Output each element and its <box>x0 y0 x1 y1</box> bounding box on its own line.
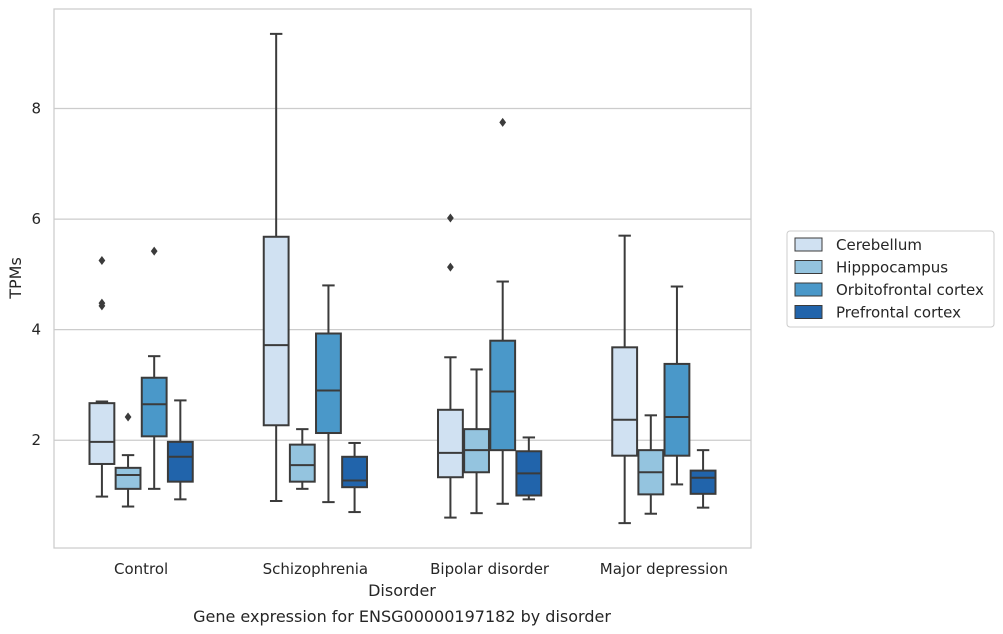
legend-label: Hipppocampus <box>836 259 948 277</box>
plot-frame <box>53 8 752 549</box>
iqr-box <box>140 376 168 438</box>
box-prefrontal-cortex <box>341 441 368 514</box>
legend-swatch <box>794 237 823 252</box>
iqr-box <box>341 455 368 489</box>
box-layer <box>88 32 717 525</box>
chart-caption: Gene expression for ENSG00000197182 by d… <box>193 607 611 626</box>
legend-swatch <box>794 282 823 297</box>
iqr-box <box>166 440 194 483</box>
legend-label: Cerebellum <box>836 236 922 254</box>
iqr-box <box>315 332 342 435</box>
outlier-point <box>447 213 454 223</box>
box-cerebellum <box>262 32 290 503</box>
box-orbitofrontal-cortex <box>140 246 168 490</box>
y-tick-label: 8 <box>31 100 41 118</box>
legend-frame <box>786 230 995 328</box>
y-tick-labels: 2 4 6 8 <box>31 100 41 450</box>
box-orbitofrontal-cortex <box>663 285 691 486</box>
y-axis-title: TPMs <box>6 257 25 300</box>
outlier-point <box>447 262 454 272</box>
x-tick-label: Bipolar disorder <box>430 560 550 578</box>
iqr-box <box>88 402 116 465</box>
x-tick-label: Control <box>114 560 168 578</box>
legend-label: Prefrontal cortex <box>836 304 961 322</box>
legend: Cerebellum Hipppocampus Orbitofrontal cort… <box>786 230 995 328</box>
box-orbitofrontal-cortex <box>315 284 342 504</box>
iqr-box <box>288 443 316 483</box>
y-tick-label: 6 <box>31 210 41 228</box>
outlier-point <box>150 246 158 256</box>
box-cerebellum <box>611 234 639 525</box>
outlier-point <box>98 298 106 308</box>
y-tick-label: 4 <box>31 321 41 339</box>
x-axis-title: Disorder <box>368 581 436 600</box>
y-tick-label: 2 <box>31 431 41 449</box>
iqr-box <box>437 408 464 479</box>
iqr-box <box>663 362 691 457</box>
iqr-box <box>689 469 717 495</box>
iqr-box <box>611 346 639 457</box>
box-cerebellum <box>88 256 116 498</box>
x-tick-labels: Control Schizophrenia Bipolar disorder Majo… <box>114 560 728 578</box>
outlier-point <box>98 256 106 266</box>
x-tick-label: Major depression <box>600 560 728 578</box>
iqr-box <box>489 339 517 452</box>
box-hipppocampus <box>463 368 490 515</box>
box-hipppocampus <box>114 412 142 508</box>
outlier-point <box>124 412 132 422</box>
legend-label: Orbitofrontal cortex <box>836 281 984 299</box>
iqr-box <box>114 466 142 490</box>
box-cerebellum <box>437 213 464 519</box>
box-prefrontal-cortex <box>166 399 194 501</box>
box-prefrontal-cortex <box>515 436 543 501</box>
legend-swatch <box>794 260 823 274</box>
iqr-box <box>262 235 290 427</box>
x-tick-label: Schizophrenia <box>263 560 368 578</box>
box-orbitofrontal-cortex <box>489 117 517 505</box>
box-prefrontal-cortex <box>689 449 717 509</box>
outlier-point <box>499 117 507 127</box>
box-hipppocampus <box>637 414 665 515</box>
legend-swatch <box>794 305 823 319</box>
box-hipppocampus <box>288 428 316 490</box>
